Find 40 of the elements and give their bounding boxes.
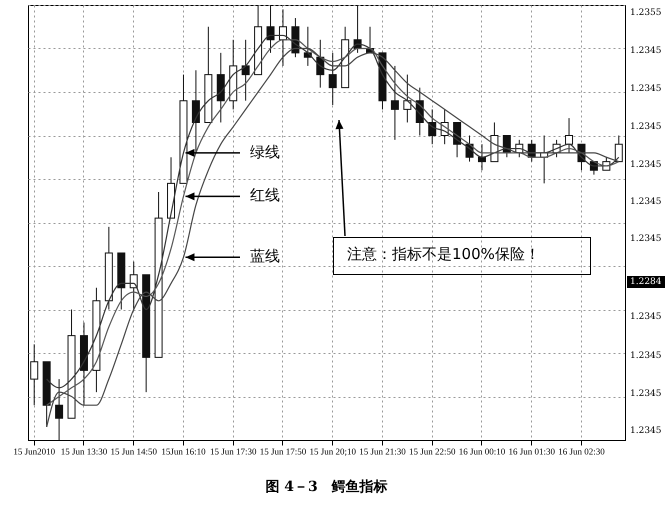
text: 1.2345 xyxy=(630,160,662,170)
annotation: 注意：指标不是100%保险！ xyxy=(347,245,540,264)
x-tick-label: 15 Jun 20;10 xyxy=(309,446,356,456)
x-tick-label: 15 Jun2010 xyxy=(13,446,56,456)
x-tick-label: 15 Jun 14:50 xyxy=(110,446,158,456)
candlestick xyxy=(328,52,337,106)
candlestick xyxy=(403,74,412,123)
candlestick xyxy=(130,261,138,310)
candlestick xyxy=(242,39,250,102)
x-tick-label: 15 Jun 17:30 xyxy=(210,446,257,456)
x-tick-label: 15 Jun 13:30 xyxy=(60,446,108,456)
candlestick xyxy=(192,70,200,154)
text: 1.2345 xyxy=(630,84,662,94)
x-tick-label: 15 Jun 22:50 xyxy=(408,446,456,456)
text: 1.2284 xyxy=(627,276,664,288)
text: 1.2345 xyxy=(630,197,662,207)
text: 1.2345 xyxy=(630,351,662,361)
candlestick xyxy=(266,4,275,54)
annotation: 绿线 xyxy=(250,142,280,162)
text: 1.2345 xyxy=(630,122,662,132)
text: 图 4－3 鳄鱼指标 xyxy=(265,479,388,495)
text: 1.2345 xyxy=(630,312,662,322)
text: 1.2345 xyxy=(630,46,662,56)
x-tick-label: 15 Jun 17:50 xyxy=(260,446,307,456)
x-tick-label: 15 Jun 21:30 xyxy=(359,446,406,456)
text: 1.2345 xyxy=(630,234,662,244)
candlestick xyxy=(30,344,38,406)
annotation: 蓝线 xyxy=(250,247,280,266)
text: 1.2345 xyxy=(630,389,662,399)
candlestick xyxy=(428,108,436,145)
x-tick-label: 16 Jun 01:30 xyxy=(508,446,556,456)
candlestick xyxy=(565,118,574,154)
text: 1.2355 xyxy=(630,8,662,18)
annotation: 红线 xyxy=(250,186,280,206)
x-tick-label: 16 Jun 00:10 xyxy=(458,446,506,456)
x-tick-label: 16 Jun 02:30 xyxy=(558,446,606,456)
candlestick xyxy=(55,378,64,440)
text: 1.2345 xyxy=(630,426,662,436)
x-tick-label: 15Jun 16:10 xyxy=(161,446,206,456)
candlestick xyxy=(390,65,399,140)
